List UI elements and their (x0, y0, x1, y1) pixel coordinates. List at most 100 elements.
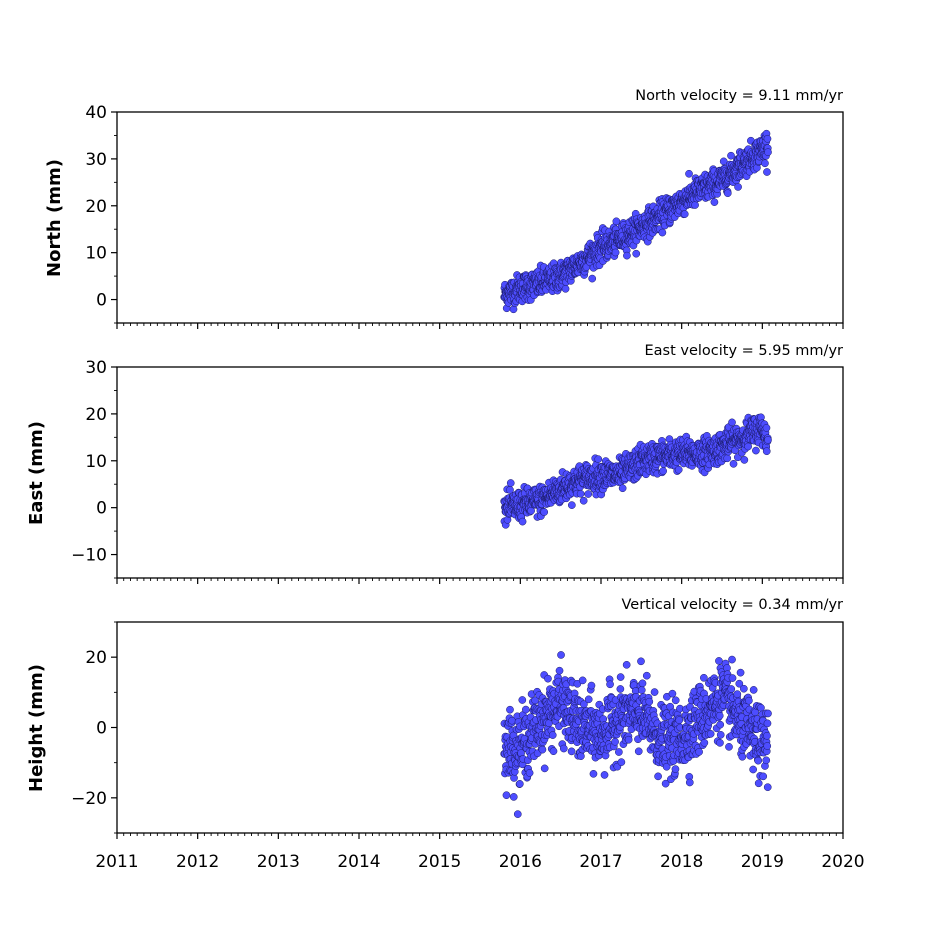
data-point (544, 674, 552, 683)
y-tick-label: 10 (85, 244, 107, 264)
data-point (725, 743, 733, 751)
data-point (734, 183, 742, 191)
data-point (723, 454, 732, 463)
data-point (632, 249, 641, 258)
data-point (615, 748, 623, 756)
data-point (567, 747, 576, 756)
data-point (728, 655, 736, 664)
panel-east: East velocity = 5.95 mm/yr East (mm) −10… (26, 343, 844, 584)
east-axis-label: East (mm) (26, 421, 47, 525)
data-point (577, 752, 585, 761)
data-point (691, 201, 699, 209)
vertical-velocity-title: Vertical velocity = 0.34 mm/yr (622, 597, 844, 613)
data-point (761, 159, 769, 168)
data-point (733, 690, 742, 699)
data-point (727, 151, 735, 160)
data-point (525, 769, 534, 777)
data-point (567, 501, 576, 509)
data-point (618, 484, 627, 493)
data-point (745, 696, 753, 705)
data-point (540, 764, 549, 773)
data-point (518, 696, 527, 704)
north-marks: 0 10 20 30 40 (85, 103, 844, 329)
x-tick-label: 2012 (176, 852, 219, 872)
data-point (752, 446, 760, 455)
y-tick-label: 20 (85, 197, 107, 217)
data-point (716, 731, 725, 739)
y-tick-label: 0 (96, 499, 107, 519)
data-point (715, 657, 723, 665)
data-point (549, 747, 558, 756)
x-tick-label: 2016 (499, 852, 542, 872)
data-point (739, 684, 748, 693)
data-point (754, 756, 763, 765)
data-point (622, 660, 631, 669)
data-point (645, 697, 654, 706)
east-marks: −10 0 10 20 30 (71, 358, 844, 584)
data-point (715, 711, 724, 720)
data-point (740, 456, 749, 464)
data-point (624, 735, 633, 744)
data-point (754, 779, 763, 788)
panel-north: North velocity = 9.11 mm/yr North (mm) 0… (44, 88, 844, 329)
data-point (611, 737, 619, 746)
data-point (576, 489, 585, 498)
data-point (506, 479, 515, 487)
data-point (650, 688, 659, 696)
data-point (637, 657, 645, 666)
y-tick-label: 20 (85, 648, 107, 668)
data-point (736, 668, 745, 677)
data-point (518, 517, 527, 526)
y-tick-label: 20 (85, 405, 107, 425)
data-point (716, 738, 724, 747)
height-axis-label: Height (mm) (26, 664, 47, 792)
data-point (659, 467, 667, 475)
data-point (764, 709, 772, 718)
data-point (668, 689, 677, 698)
data-point (675, 716, 684, 725)
x-tick-label: 2015 (418, 852, 461, 872)
x-tick-label: 2011 (95, 852, 138, 872)
x-tick-label: 2014 (337, 852, 380, 872)
data-point (671, 765, 680, 773)
data-point (749, 686, 758, 694)
data-point (764, 436, 772, 444)
data-point (538, 745, 547, 754)
data-point (589, 769, 598, 778)
data-point (637, 686, 646, 694)
data-point (509, 793, 518, 801)
data-point (671, 696, 680, 705)
data-point (617, 758, 626, 766)
data-point (561, 284, 570, 293)
data-point (579, 496, 588, 505)
y-tick-label: 40 (85, 103, 107, 123)
data-point (674, 465, 683, 474)
data-point (557, 651, 565, 659)
data-point (700, 673, 708, 682)
east-velocity-title: East velocity = 5.95 mm/yr (644, 343, 843, 359)
data-point (728, 418, 736, 427)
data-point (763, 742, 772, 750)
y-tick-label: 0 (96, 719, 107, 739)
data-point (594, 455, 603, 464)
data-point (729, 459, 738, 468)
data-point (738, 752, 747, 761)
data-point (634, 747, 643, 756)
x-tick-label: 2019 (741, 852, 784, 872)
y-tick-label: 10 (85, 452, 107, 472)
data-point (654, 772, 662, 781)
data-point (744, 442, 752, 451)
y-tick-label: 30 (85, 150, 107, 170)
data-point (685, 778, 694, 787)
x-tick-label: 2020 (821, 852, 864, 872)
north-velocity-title: North velocity = 9.11 mm/yr (635, 88, 843, 104)
data-point (762, 447, 771, 456)
data-point (727, 685, 736, 693)
data-point (587, 681, 596, 690)
data-point (763, 134, 772, 143)
data-point (757, 703, 765, 712)
data-point (600, 771, 609, 779)
data-point (559, 744, 568, 753)
data-point (606, 680, 614, 689)
